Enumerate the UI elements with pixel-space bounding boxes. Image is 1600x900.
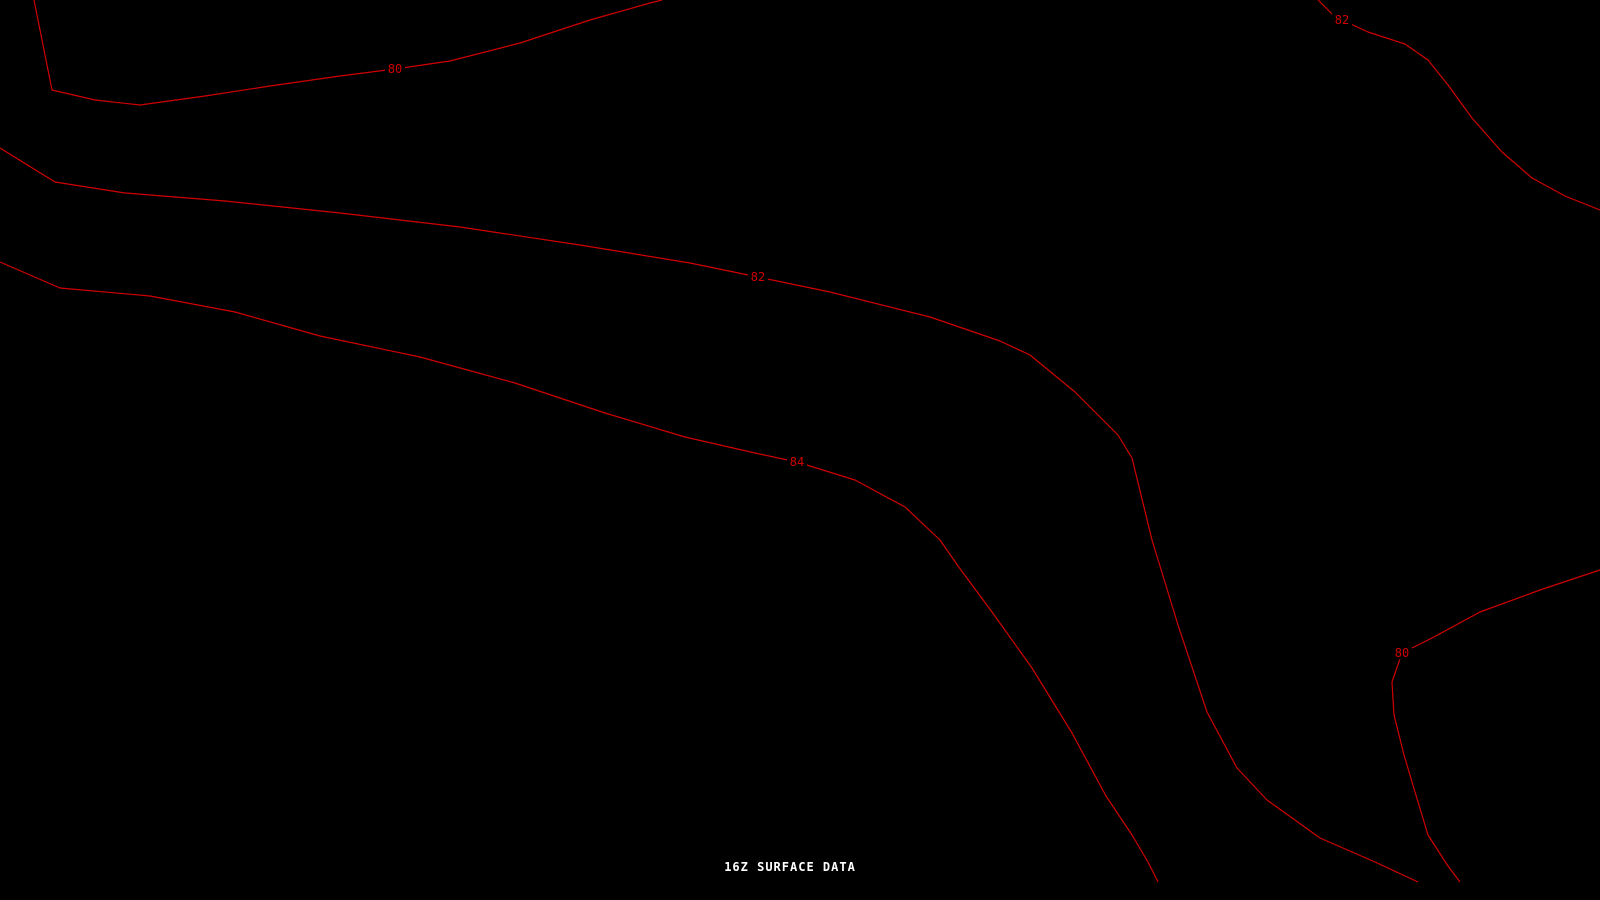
contour-label: 80 <box>1395 646 1409 660</box>
contour-label-mask <box>1332 13 1352 27</box>
contour-label: 84 <box>790 455 804 469</box>
contour-label: 82 <box>751 270 765 284</box>
contour-line-82-1 <box>0 147 1419 883</box>
contour-line-80-0 <box>33 0 663 106</box>
contour-label: 82 <box>1335 13 1349 27</box>
contour-label-mask <box>787 455 807 469</box>
contour-line-82-3 <box>1317 0 1600 211</box>
contour-label: 80 <box>388 62 402 76</box>
contour-line-84-2 <box>0 261 1159 883</box>
map-title: 16Z SURFACE DATA <box>724 860 856 874</box>
contour-line-80-4 <box>1391 569 1600 883</box>
contour-label-mask <box>1392 646 1412 660</box>
contour-label-mask <box>748 270 768 284</box>
contour-label-mask <box>385 62 405 76</box>
